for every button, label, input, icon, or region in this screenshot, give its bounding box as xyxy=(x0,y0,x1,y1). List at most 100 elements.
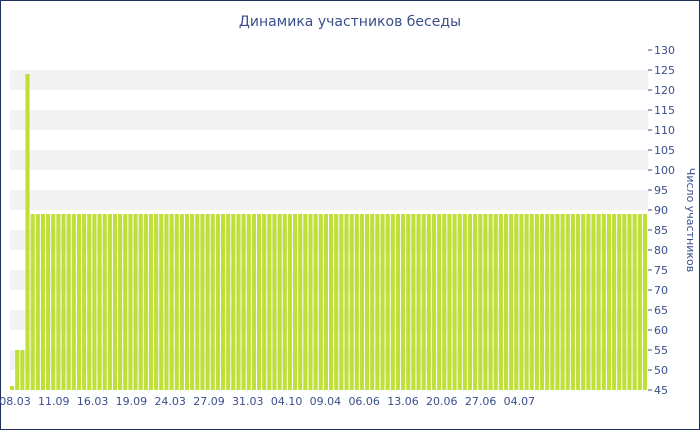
bar xyxy=(46,214,51,390)
bar xyxy=(596,214,601,390)
bar xyxy=(539,214,545,390)
bar xyxy=(195,214,200,390)
bar xyxy=(426,214,431,390)
bar xyxy=(529,214,534,390)
bar xyxy=(246,214,251,390)
bar xyxy=(473,214,478,390)
bar xyxy=(292,214,298,390)
bar xyxy=(478,214,483,390)
bar xyxy=(375,214,380,390)
bar xyxy=(555,214,560,390)
bar xyxy=(61,214,66,390)
y-tick-label: 105 xyxy=(654,144,675,157)
y-tick-label: 95 xyxy=(654,184,668,197)
bar xyxy=(56,214,61,390)
x-tick-label: 13.06 xyxy=(387,395,419,408)
x-tick-label: 04.10 xyxy=(271,395,303,408)
bar xyxy=(488,214,493,390)
bar xyxy=(334,214,339,390)
x-tick-label: 27.09 xyxy=(193,395,225,408)
bar xyxy=(298,214,303,390)
bar xyxy=(601,214,606,390)
bar xyxy=(118,214,123,390)
y-tick-label: 80 xyxy=(654,244,668,257)
bar xyxy=(159,214,164,390)
bar xyxy=(35,214,40,390)
bar xyxy=(40,214,46,390)
bar xyxy=(112,214,118,390)
bar xyxy=(174,214,179,390)
bar xyxy=(66,214,71,390)
bar xyxy=(622,214,627,390)
bar xyxy=(431,214,437,390)
bar xyxy=(164,214,169,390)
bar xyxy=(82,214,87,390)
bar xyxy=(251,214,256,390)
x-tick-label: 31.03 xyxy=(232,395,264,408)
y-tick-label: 60 xyxy=(654,324,668,337)
bar xyxy=(226,214,231,390)
bar xyxy=(277,214,282,390)
y-tick-label: 115 xyxy=(654,104,675,117)
bar xyxy=(514,214,519,390)
bar xyxy=(442,214,447,390)
bar xyxy=(30,214,35,390)
bar xyxy=(184,214,190,390)
bar xyxy=(524,214,529,390)
bar xyxy=(354,214,359,390)
bar xyxy=(15,350,20,390)
bar xyxy=(493,214,498,390)
bar xyxy=(169,214,174,390)
y-tick-label: 70 xyxy=(654,284,668,297)
bar xyxy=(262,214,267,390)
grid-band xyxy=(10,70,648,90)
bar xyxy=(411,214,416,390)
bar xyxy=(107,214,112,390)
bar xyxy=(365,214,370,390)
bar-series xyxy=(10,74,647,390)
bar xyxy=(329,214,334,390)
y-tick-label: 100 xyxy=(654,164,675,177)
y-axis-label: Число участников xyxy=(684,168,697,272)
bar xyxy=(179,214,184,390)
y-tick-label: 65 xyxy=(654,304,668,317)
bar xyxy=(231,214,236,390)
x-tick-label: 20.06 xyxy=(426,395,458,408)
bar xyxy=(190,214,195,390)
bar xyxy=(581,214,586,390)
bar xyxy=(220,214,226,390)
bar xyxy=(205,214,210,390)
bar xyxy=(395,214,401,390)
x-tick-label: 27.06 xyxy=(465,395,497,408)
bar xyxy=(318,214,323,390)
bar xyxy=(200,214,205,390)
bar xyxy=(575,214,581,390)
y-tick-label: 75 xyxy=(654,264,668,277)
x-tick-label: 04.07 xyxy=(504,395,536,408)
bar xyxy=(148,214,154,390)
bar xyxy=(256,214,262,390)
bar xyxy=(534,214,539,390)
bar xyxy=(611,214,617,390)
bar xyxy=(606,214,611,390)
bar xyxy=(282,214,287,390)
bar xyxy=(349,214,354,390)
bar xyxy=(71,214,76,390)
bar xyxy=(123,214,128,390)
x-tick-label: 08.03 xyxy=(0,395,31,408)
bar xyxy=(102,214,107,390)
bar xyxy=(421,214,426,390)
bar xyxy=(591,214,596,390)
bar xyxy=(637,214,642,390)
bar xyxy=(92,214,97,390)
bar xyxy=(447,214,452,390)
y-tick-label: 55 xyxy=(654,344,668,357)
y-tick-label: 50 xyxy=(654,364,668,377)
y-tick-label: 125 xyxy=(654,64,675,77)
bar xyxy=(519,214,524,390)
grid-band xyxy=(10,110,648,130)
x-tick-label: 06.06 xyxy=(348,395,380,408)
x-axis-ticks: 08.03 11.09 16.03 19.09 24.03 27.09 31.03 04.10… xyxy=(0,395,535,408)
chart-title: Динамика участников беседы xyxy=(238,14,462,30)
bar xyxy=(87,214,92,390)
